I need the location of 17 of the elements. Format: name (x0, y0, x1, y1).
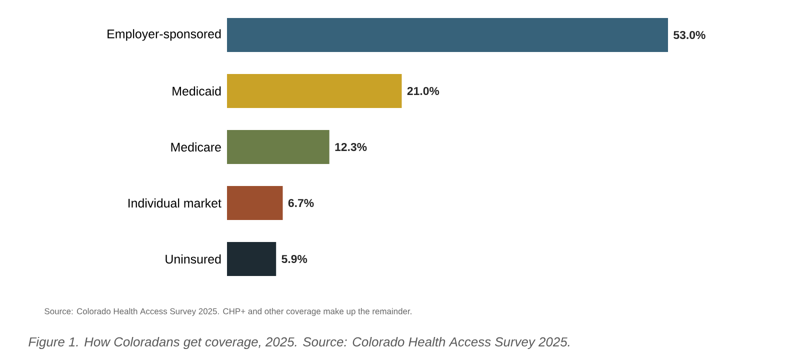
y-tick-label: Employer-sponsored (108, 29, 221, 41)
caption: Figure 1. How Coloradans get coverage, 2025. Source: Colorado Health Access Survey 2025. (28, 336, 570, 350)
bar (227, 74, 402, 108)
bar (227, 242, 276, 276)
y-tick-label: Medicaid (172, 86, 221, 96)
data-label: 5.9% (282, 254, 308, 264)
source-note: Source: Colorado Health Access Survey 2025. CHP+ and other coverage make up the remainder. (44, 308, 412, 316)
data-label: 6.7% (288, 198, 314, 208)
data-label: 21.0% (407, 86, 440, 96)
bar (227, 130, 330, 164)
bar (227, 186, 283, 220)
y-tick-label: Individual market (128, 198, 222, 208)
data-label: 53.0% (674, 30, 706, 40)
bar (227, 18, 668, 52)
y-tick-label: Medicare (171, 142, 221, 152)
y-tick-label: Uninsured (166, 254, 221, 264)
data-label: 12.3% (335, 142, 367, 152)
